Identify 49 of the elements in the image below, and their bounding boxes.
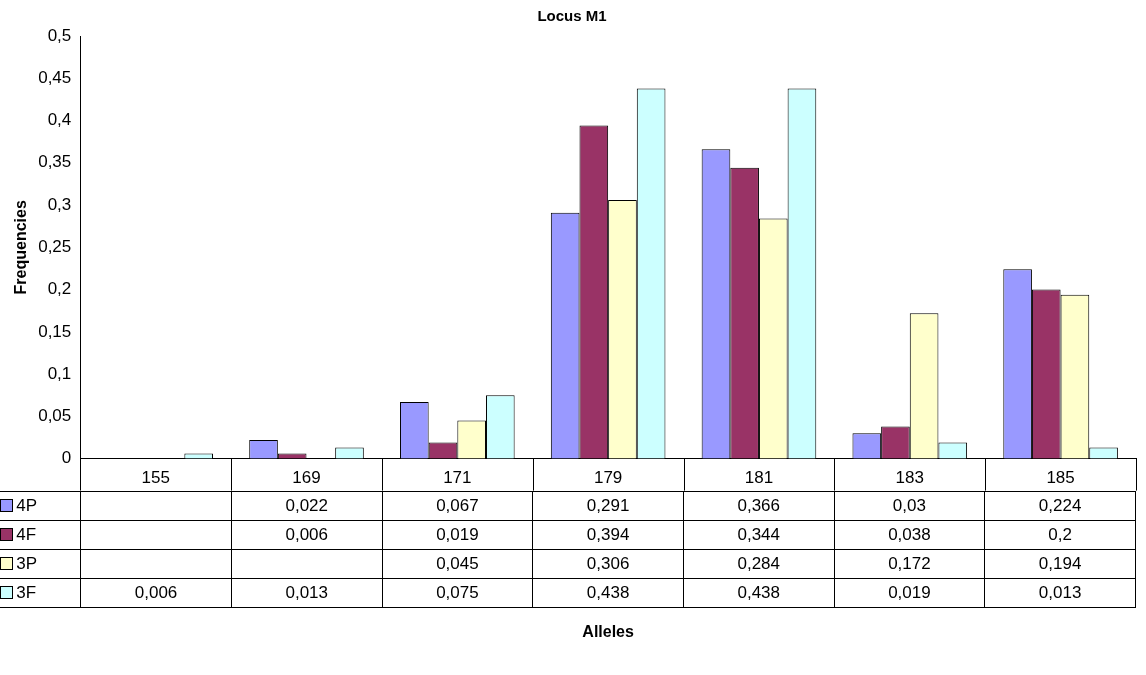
x-tick-label: 183	[895, 468, 924, 488]
y-tick-label: 0,3	[47, 194, 72, 214]
data-label: 0,013	[984, 578, 1136, 608]
data-label: 0,006	[231, 520, 383, 550]
data-label: 0,019	[382, 520, 533, 550]
y-tick-label: 0,2	[47, 279, 72, 299]
data-label: 0,03	[834, 491, 985, 521]
legend-label: 4P	[0, 491, 81, 521]
y-tick-label: 0	[61, 448, 72, 468]
data-label: 0,013	[231, 578, 383, 608]
y-tick-label: 0,25	[38, 236, 72, 256]
data-label: 0,022	[231, 491, 383, 521]
x-tick-label: 155	[141, 468, 170, 488]
chart-title: Locus M1	[537, 7, 607, 25]
text: Alleles	[581, 622, 635, 641]
y-axis-title: Frequencies	[12, 200, 30, 295]
legend-label: 3F	[0, 578, 81, 608]
data-label: 0,038	[834, 520, 985, 550]
data-label: 0,075	[382, 578, 533, 608]
y-tick-label: 0,05	[38, 406, 72, 426]
data-label: 0,019	[834, 578, 985, 608]
data-label: 0,172	[834, 549, 985, 579]
data-label: 0,344	[683, 520, 835, 550]
x-tick-label: 169	[292, 468, 321, 488]
y-tick-label: 0,4	[47, 110, 72, 130]
data-label: 0,006	[80, 578, 232, 608]
legend-label: 4F	[0, 520, 81, 550]
data-label: 0,366	[683, 491, 835, 521]
data-label: 0,194	[984, 549, 1136, 579]
data-label: 0,224	[984, 491, 1136, 521]
data-label: 0,067	[382, 491, 533, 521]
y-tick-label: 0,45	[38, 67, 72, 87]
y-tick-label: 0,5	[47, 25, 72, 45]
data-label: 0,045	[382, 549, 533, 579]
data-label: 0,291	[532, 491, 684, 521]
data-label: 0,2	[984, 520, 1136, 550]
y-tick-label: 0,15	[38, 321, 72, 341]
y-tick-label: 0,35	[38, 152, 72, 172]
x-tick-label: 181	[744, 468, 774, 488]
data-label: 0,394	[532, 520, 684, 550]
x-tick-label: 185	[1046, 468, 1075, 488]
legend-label: 3P	[0, 549, 81, 579]
data-label: 0,438	[532, 578, 684, 608]
y-tick-label: 0,1	[47, 363, 72, 383]
data-label: 0,306	[532, 549, 684, 579]
x-tick-label: 171	[443, 468, 472, 488]
x-tick-label: 179	[593, 468, 623, 488]
data-label: 0,438	[683, 578, 835, 608]
data-label: 0,284	[683, 549, 835, 579]
